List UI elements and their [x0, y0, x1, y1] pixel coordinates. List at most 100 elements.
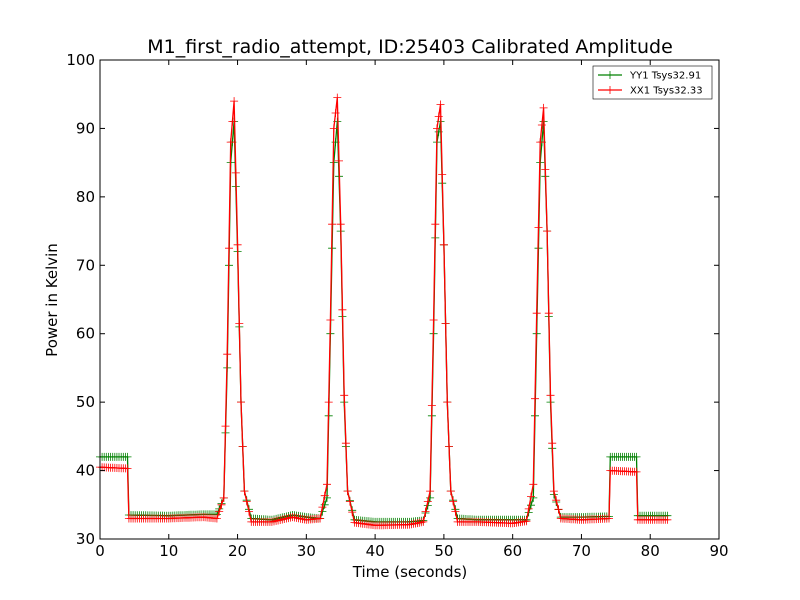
data-point: [231, 168, 240, 177]
axis-ticks: 0 10 20 30 40 50 60 70 80 90 30 40 50 60 70 80 90 100: [66, 51, 728, 560]
data-point: [221, 422, 230, 431]
data-point: [534, 223, 543, 232]
data-point: [233, 240, 242, 249]
data-point: [439, 240, 448, 249]
x-tick-label: 70: [572, 542, 591, 560]
data-point: [225, 244, 233, 253]
x-tick-label: 10: [159, 542, 178, 560]
data-point: [320, 491, 329, 500]
data-point: [549, 487, 558, 496]
data-point: [426, 487, 435, 496]
data-point: [267, 517, 276, 526]
data-point: [338, 305, 347, 314]
legend-box: [592, 65, 713, 100]
data-point: [328, 220, 337, 229]
data-point: [245, 507, 253, 516]
data-point: [532, 309, 541, 318]
data-point: [441, 319, 450, 328]
data-point: [235, 319, 244, 328]
data-point: [663, 515, 672, 524]
data-point: [240, 487, 249, 496]
data-point: [438, 170, 447, 179]
data-point: [531, 394, 539, 403]
data-point: [348, 508, 357, 517]
data-point: [527, 492, 535, 501]
data-point: [445, 442, 453, 451]
legend: YY1 Tsys32.91 XX1 Tsys32.33: [592, 65, 713, 100]
data-point: [341, 439, 350, 448]
x-tick-label: 0: [95, 542, 105, 560]
y-tick-label: 90: [76, 119, 95, 137]
data-point: [434, 112, 443, 121]
data-point: [544, 309, 553, 318]
data-point: [449, 497, 458, 506]
data-point: [552, 496, 561, 505]
y-tick-label: 40: [76, 462, 95, 480]
data-point: [316, 514, 325, 523]
data-point: [278, 515, 287, 524]
data-point: [443, 398, 452, 407]
data-point: [429, 316, 438, 324]
legend-entry-1: XX1 Tsys32.33: [598, 86, 703, 97]
x-tick-label: 60: [503, 542, 522, 560]
data-point: [537, 121, 546, 129]
data-point: [238, 442, 247, 451]
data-point: [123, 464, 132, 473]
x-tick-label: 90: [709, 542, 728, 560]
legend-label: XX1 Tsys32.33: [630, 86, 703, 97]
x-tick-label: 20: [228, 542, 247, 560]
y-tick-label: 30: [76, 530, 95, 548]
data-point: [123, 452, 132, 461]
data-point: [237, 398, 245, 407]
x-tick-label: 80: [641, 542, 660, 560]
data-point: [335, 156, 343, 165]
data-point: [329, 124, 338, 133]
data-point: [539, 103, 548, 112]
data-point: [446, 487, 455, 496]
data-point: [326, 316, 335, 324]
data-point: [546, 391, 555, 400]
data-point: [336, 220, 345, 229]
data-point: [421, 507, 430, 516]
data-point: [548, 439, 557, 448]
plot-frame: [99, 59, 720, 540]
data-point: [276, 516, 285, 524]
data-point: [228, 117, 237, 126]
data-point: [226, 138, 235, 147]
data-point: [284, 514, 293, 523]
data-point: [333, 93, 342, 102]
data-point: [605, 514, 613, 523]
data-point: [318, 503, 327, 512]
data-point: [632, 467, 641, 476]
data-point: [536, 138, 545, 147]
data-point: [632, 452, 641, 461]
data-point: [427, 401, 436, 410]
data-point: [436, 100, 445, 109]
data-point: [219, 493, 228, 502]
data-point: [323, 480, 331, 489]
x-tick-label: 40: [366, 542, 385, 560]
data-point: [331, 109, 340, 117]
data-point: [274, 516, 283, 525]
y-tick-label: 50: [76, 393, 95, 411]
x-tick-label: 50: [434, 542, 453, 560]
data-point: [242, 497, 251, 506]
series-1: [96, 93, 672, 530]
data-point: [270, 517, 278, 526]
data-point: [522, 517, 531, 526]
data-point: [230, 97, 239, 106]
legend-label: YY1 Tsys32.91: [629, 71, 701, 82]
legend-marker: [606, 86, 614, 94]
data-point: [529, 480, 538, 489]
data-point: [543, 227, 552, 236]
data-point: [343, 487, 352, 496]
y-tick-label: 70: [76, 256, 95, 274]
data-point: [345, 497, 354, 506]
y-axis-label: Power in Kelvin: [43, 243, 61, 357]
data-point: [212, 514, 221, 523]
y-tick-label: 80: [76, 188, 95, 206]
data-point: [419, 517, 428, 526]
x-tick-label: 30: [297, 542, 316, 560]
